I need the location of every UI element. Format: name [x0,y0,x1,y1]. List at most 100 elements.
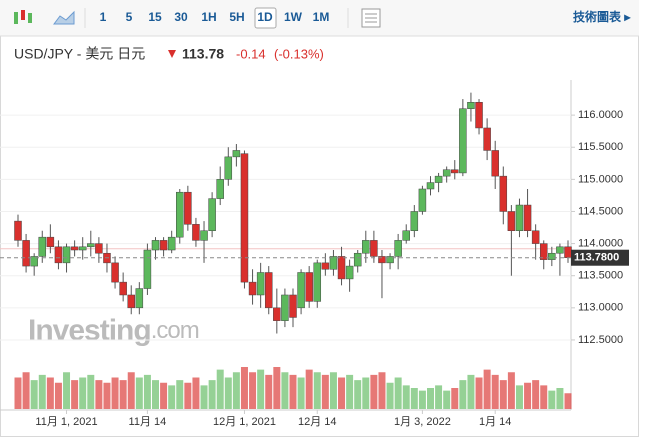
tech-chart-link[interactable]: 技術圖表 ▸ [573,9,631,24]
volume-bar [46,377,54,409]
volume-bar [257,369,265,409]
candle-body [418,188,427,212]
volume-bar [362,377,370,409]
candle-body [353,252,362,267]
volume-bar [491,374,499,409]
candle-body [54,246,63,264]
volume-bar [143,374,151,409]
interval-button[interactable]: 1H [201,10,216,24]
volume-bar [354,380,362,409]
x-tick-label: 11月 14 [129,416,167,428]
candle-body [467,102,475,109]
settings-icon[interactable] [361,8,381,28]
candle-body [192,224,200,241]
volume-bar [127,372,135,409]
candle-body [281,294,289,321]
candle-body [111,262,119,283]
area-icon[interactable] [53,10,75,25]
volume-bar [30,380,38,409]
candle-body [87,243,95,248]
interval-button[interactable]: 5H [229,10,244,24]
x-tick-label: 12月 14 [298,416,337,428]
y-tick-label: 113.0000 [578,302,623,314]
interval-button[interactable]: 1 [100,10,107,24]
candle-body [313,262,322,302]
volume-bar [14,377,22,409]
volume-bar [418,390,426,409]
volume-bar [249,372,257,409]
volume-bar [370,374,378,409]
toolbar [0,0,639,36]
volume-bar [95,380,103,409]
x-tick-label: 11月 1, 2021 [35,416,97,428]
candle-body [224,156,233,180]
candle-body [273,307,281,321]
candle-body [515,204,524,231]
candle-body [556,246,564,254]
interval-button[interactable]: 1M [313,10,330,24]
volume-bar [71,380,79,409]
volume-bar [119,380,127,409]
volume-bar [515,385,523,409]
interval-button[interactable]: 5 [126,10,133,24]
interval-button[interactable]: 1D [257,10,273,24]
candle-body [491,150,499,177]
candle-body [232,150,241,158]
candle-body [434,175,443,183]
candle-body [539,243,548,260]
candle-body [167,236,176,251]
volume-bar [176,380,184,409]
y-tick-label: 115.5000 [578,141,623,153]
selected-interval [254,7,277,29]
candle-body [240,153,249,283]
candle-body [200,230,208,241]
candle-body [386,256,394,264]
volume-bar [346,374,354,409]
candle-body [151,240,160,251]
volume-bar [265,374,273,409]
candle-body [70,246,79,251]
volume-bar [152,380,159,409]
candle-body [119,281,127,296]
volume-bar [394,377,402,409]
candle-body [402,230,410,241]
volume-bar [103,382,111,409]
candle-body [30,256,38,267]
volume-bar [160,382,168,409]
interval-button[interactable]: 15 [148,10,162,24]
candle-icon[interactable] [14,10,32,24]
candle-body [208,198,216,231]
x-tick-label: 1月 14 [479,416,511,428]
candle-body [264,272,273,309]
volume-bar [224,377,232,409]
volume-bar [184,382,192,409]
volume-bar [378,372,386,409]
change: -0.14 [236,46,266,61]
candle-body [483,127,491,151]
volume-bar [427,388,434,409]
interval-button[interactable]: 30 [174,10,188,24]
candle-body [289,294,297,318]
volume-bar [443,390,451,409]
volume-bar [524,382,532,409]
volume-bar [499,380,507,409]
volume-bar [273,367,281,409]
volume-bar [54,382,62,409]
candle-body [362,240,370,254]
candle-body [442,169,451,177]
candle-body [459,108,467,174]
candle-body [14,220,22,241]
volume-bar [402,385,410,409]
y-tick-label: 112.5000 [578,334,623,346]
interval-button[interactable]: 1W [284,10,303,24]
candle-body [297,272,305,309]
volume-bar [208,380,216,409]
volume-bar [305,369,313,409]
volume-bar [87,374,95,409]
candle-body [329,256,338,270]
volume-bar [483,369,491,409]
candle-body [564,246,572,258]
volume-bar [168,385,176,409]
